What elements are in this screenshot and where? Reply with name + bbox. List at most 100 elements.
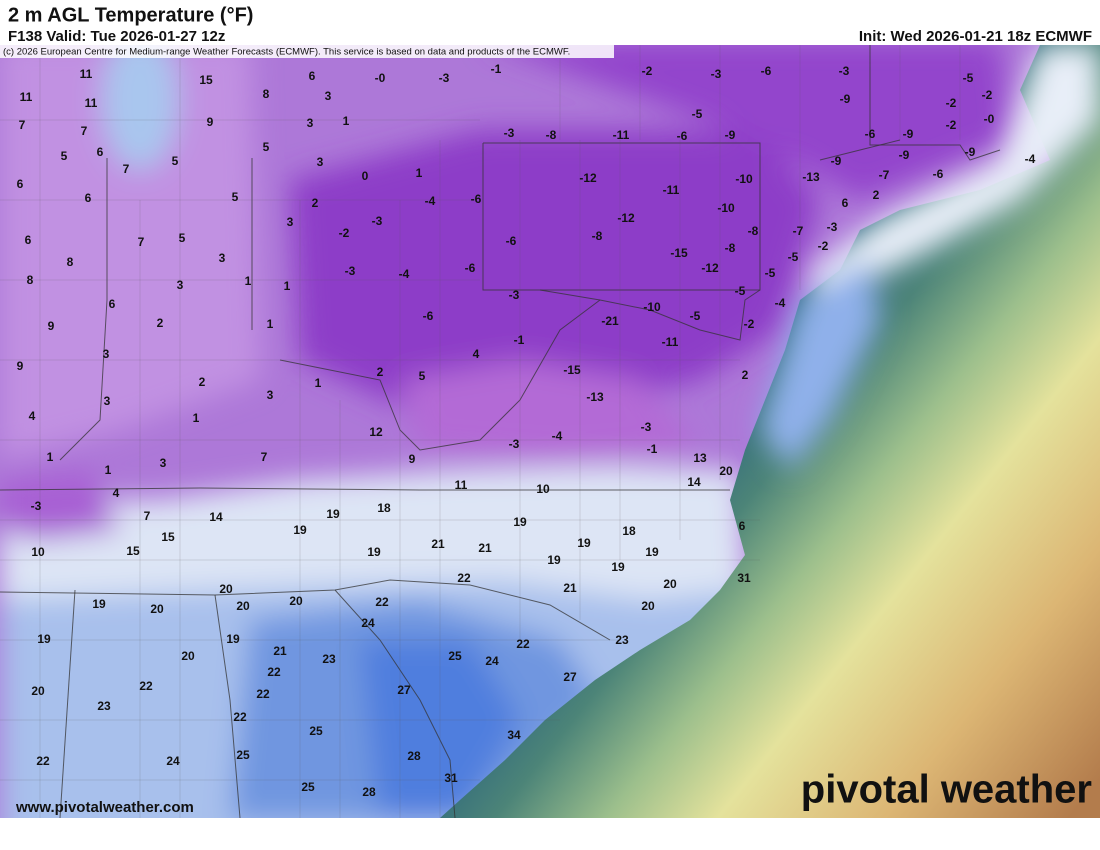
station-temperature: 22 [457,571,471,585]
station-temperature: -11 [663,183,680,197]
station-temperature: -7 [879,168,890,182]
init-time: Init: Wed 2026-01-21 18z ECMWF [859,28,1092,45]
station-temperature: -10 [735,172,753,186]
station-temperature: -8 [748,224,759,238]
station-temperature: 15 [161,530,175,544]
station-temperature: -2 [946,96,957,110]
station-temperature: 22 [256,687,270,701]
station-temperature: -4 [775,296,786,310]
station-temperature: 3 [325,89,332,103]
station-temperature: 3 [104,394,111,408]
station-temperature: -2 [744,317,755,331]
station-temperature: 1 [284,279,291,293]
station-temperature: -9 [831,154,842,168]
station-temperature: 3 [307,116,314,130]
station-temperature: -21 [601,314,619,328]
station-temperature: 23 [322,652,336,666]
station-temperature: -6 [465,261,476,275]
station-temperature: 7 [261,450,268,464]
station-temperature: 6 [25,233,32,247]
station-temperature: 19 [37,632,51,646]
station-temperature: 8 [67,255,74,269]
watermark: pivotal weather [801,768,1092,812]
station-temperature: -12 [617,211,635,225]
station-temperature: 19 [326,507,340,521]
station-temperature: 2 [312,196,319,210]
station-temperature: -3 [711,67,722,81]
station-temperature: -5 [788,250,799,264]
site-url: www.pivotalweather.com [15,799,194,816]
station-temperature: 1 [416,166,423,180]
station-temperature: -3 [509,437,520,451]
station-temperature: -6 [677,129,688,143]
station-temperature: -5 [963,71,974,85]
copyright: (c) 2026 European Centre for Medium-rang… [3,47,570,58]
station-temperature: -9 [965,145,976,159]
station-temperature: 5 [172,154,179,168]
station-temperature: -4 [425,194,436,208]
station-temperature: -2 [946,118,957,132]
station-temperature: -8 [725,241,736,255]
copyright-backdrop [0,45,614,58]
station-temperature: -5 [690,309,701,323]
station-temperature: 6 [739,519,746,533]
station-temperature: 3 [317,155,324,169]
station-temperature: 5 [263,140,270,154]
station-temperature: -4 [552,429,563,443]
station-temperature: 3 [177,278,184,292]
station-temperature: -4 [1025,152,1036,166]
station-temperature: -3 [345,264,356,278]
station-temperature: 22 [233,710,247,724]
station-temperature: -1 [491,62,502,76]
map-field: 11 15 6 -0 -3-1 -2 -3 -6 -3 -511 118 3 -9 -2-27 79 3 1 -5… [0,45,1100,818]
station-temperature: 2 [157,316,164,330]
station-temperature: 18 [622,524,636,538]
station-temperature: 8 [27,273,34,287]
station-temperature: 34 [507,728,521,742]
station-temperature: 20 [219,582,233,596]
station-temperature: -13 [802,170,820,184]
station-temperature: 2 [742,368,749,382]
valid-time: F138 Valid: Tue 2026-01-27 12z [8,28,225,45]
station-temperature: 9 [207,115,214,129]
state-boundaries [0,45,1001,818]
station-temperature: 5 [61,149,68,163]
station-temperature: 14 [209,510,223,524]
station-temperature: 24 [485,654,499,668]
station-temperature: -3 [509,288,520,302]
station-temperature: -5 [735,284,746,298]
station-temperature: 19 [645,545,659,559]
station-temperature: 20 [31,684,45,698]
station-temperature: 22 [516,637,530,651]
station-labels: 11 15 6 -0 -3-1 -2 -3 -6 -3 -511 118 3 -9 -2-27 79 3 1 -5… [17,62,1036,799]
station-temperature: -0 [375,71,386,85]
colorbar-panel [0,818,1100,850]
station-temperature: 28 [362,785,376,799]
station-temperature: 4 [113,486,120,500]
station-temperature: 3 [160,456,167,470]
station-temperature: 7 [138,235,145,249]
station-temperature: -10 [643,300,661,314]
station-temperature: 28 [407,749,421,763]
station-temperature: 27 [563,670,577,684]
station-temperature: 19 [293,523,307,537]
station-temperature: 20 [236,599,250,613]
station-temperature: 20 [641,599,655,613]
station-temperature: -6 [761,64,772,78]
station-temperature: -2 [982,88,993,102]
station-temperature: -7 [793,224,804,238]
station-temperature: 6 [842,196,849,210]
station-temperature: -6 [933,167,944,181]
station-temperature: 25 [301,780,315,794]
station-temperature: 15 [126,544,140,558]
station-temperature: -5 [765,266,776,280]
station-temperature: 3 [267,388,274,402]
station-temperature: -8 [592,229,603,243]
station-temperature: -3 [827,220,838,234]
station-temperature: 1 [47,450,54,464]
station-temperature: 21 [563,581,577,595]
station-temperature: -6 [423,309,434,323]
station-temperature: 6 [85,191,92,205]
station-temperature: 9 [409,452,416,466]
station-temperature: 6 [109,297,116,311]
